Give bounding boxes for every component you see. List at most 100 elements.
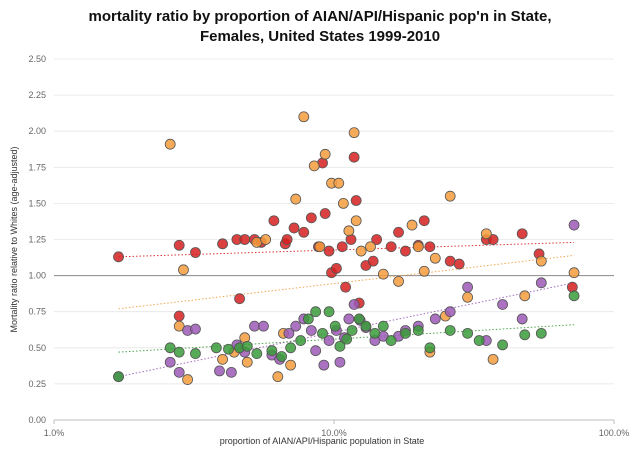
- data-point-green: [317, 327, 328, 339]
- data-point-orange: [377, 268, 389, 280]
- trendlines: [118, 241, 575, 378]
- data-point-green: [164, 342, 176, 354]
- data-point-red: [453, 258, 465, 270]
- data-point-red: [336, 241, 348, 253]
- data-point-orange: [393, 275, 404, 287]
- data-points: [113, 111, 580, 385]
- data-point-purple: [323, 335, 335, 346]
- data-point-purple: [214, 365, 225, 377]
- data-point-red: [239, 234, 251, 245]
- data-point-purple: [516, 313, 528, 325]
- data-point-red: [348, 151, 360, 163]
- data-point-purple: [310, 345, 322, 357]
- data-point-purple: [283, 327, 295, 339]
- data-point-orange: [480, 228, 492, 240]
- trendline-orange: [118, 254, 575, 310]
- data-point-orange: [164, 138, 176, 150]
- data-point-orange: [285, 359, 297, 371]
- data-point-red: [340, 281, 351, 293]
- data-point-green: [334, 340, 346, 352]
- y-tick-label: 2.00: [28, 126, 46, 136]
- trendline-purple: [118, 282, 575, 378]
- data-point-orange: [217, 353, 228, 365]
- chart-title: mortality ratio by proportion of AIAN/AP…: [88, 8, 552, 25]
- x-tick-label: 10.0%: [321, 428, 347, 438]
- data-point-purple: [290, 320, 302, 332]
- data-point-orange: [406, 219, 418, 231]
- data-point-green: [400, 327, 411, 339]
- data-point-red: [298, 226, 310, 238]
- data-point-red: [173, 239, 185, 251]
- data-point-red: [516, 228, 528, 240]
- data-point-green: [341, 333, 353, 345]
- data-point-red: [323, 245, 335, 257]
- data-point-green: [412, 325, 424, 336]
- data-point-green: [223, 343, 234, 355]
- data-point-green: [266, 345, 278, 357]
- data-point-orange: [412, 241, 424, 253]
- data-point-green: [385, 335, 397, 346]
- y-tick-label: 0.50: [28, 343, 46, 353]
- data-point-red: [371, 234, 383, 245]
- data-point-orange: [182, 374, 193, 385]
- data-point-red: [350, 195, 362, 206]
- data-point-orange: [260, 234, 272, 245]
- data-point-red: [281, 234, 293, 245]
- y-tick-label: 1.50: [28, 198, 46, 208]
- data-point-orange: [535, 255, 547, 267]
- data-point-red: [566, 281, 578, 293]
- data-point-orange: [355, 245, 367, 257]
- data-point-purple: [334, 356, 346, 368]
- data-point-green: [497, 339, 508, 351]
- data-point-red: [190, 247, 201, 258]
- data-point-orange: [298, 111, 310, 123]
- data-point-green: [568, 290, 580, 302]
- data-point-purple: [429, 313, 441, 325]
- data-point-red: [444, 255, 456, 267]
- data-point-red: [217, 238, 228, 250]
- gridlines: [54, 58, 614, 385]
- data-point-red: [418, 215, 430, 227]
- data-point-orange: [314, 241, 326, 253]
- data-point-orange: [241, 356, 253, 368]
- data-point-green: [251, 348, 263, 359]
- axis-labels: 0.00 0.25 0.50 0.75 1.00 1.25 1.50 1.75 2.00 2.25…: [9, 54, 629, 446]
- data-point-purple: [497, 299, 508, 310]
- data-point-green: [285, 342, 297, 354]
- data-point-green: [353, 313, 365, 325]
- data-point-green: [241, 340, 253, 352]
- data-point-red: [173, 310, 185, 322]
- y-tick-label: 0.25: [28, 379, 46, 389]
- data-point-green: [360, 320, 372, 332]
- y-tick-label: 2.25: [28, 90, 46, 100]
- data-point-purple: [249, 320, 260, 332]
- data-point-green: [519, 329, 531, 341]
- data-point-green: [535, 327, 547, 339]
- data-point-green: [302, 313, 314, 325]
- data-point-green: [424, 342, 436, 354]
- data-point-orange: [444, 190, 456, 202]
- data-point-orange: [418, 265, 430, 277]
- x-axis-title: proportion of AIAN/API/Hispanic populati…: [220, 436, 425, 446]
- y-axis-title: Mortality ratio relative to Whites (age-…: [9, 146, 19, 332]
- data-point-purple: [164, 356, 176, 368]
- data-point-purple: [535, 277, 547, 289]
- data-point-orange: [319, 148, 331, 160]
- data-point-orange: [487, 353, 499, 365]
- data-point-red: [234, 293, 245, 305]
- x-tick-label: 100.0%: [599, 428, 630, 438]
- chart-subtitle: Females, United States 1999-2010: [199, 28, 441, 45]
- data-point-purple: [305, 325, 317, 336]
- data-point-green: [310, 306, 322, 318]
- data-point-green: [295, 335, 307, 346]
- data-point-red: [288, 222, 300, 234]
- data-point-orange: [290, 193, 302, 205]
- data-point-green: [444, 325, 456, 336]
- data-point-purple: [258, 320, 269, 332]
- y-tick-label: 2.50: [28, 54, 46, 64]
- data-point-orange: [173, 320, 185, 332]
- data-point-purple: [568, 219, 580, 231]
- data-point-orange: [568, 267, 580, 279]
- data-point-orange: [429, 252, 441, 264]
- data-point-green: [462, 327, 473, 339]
